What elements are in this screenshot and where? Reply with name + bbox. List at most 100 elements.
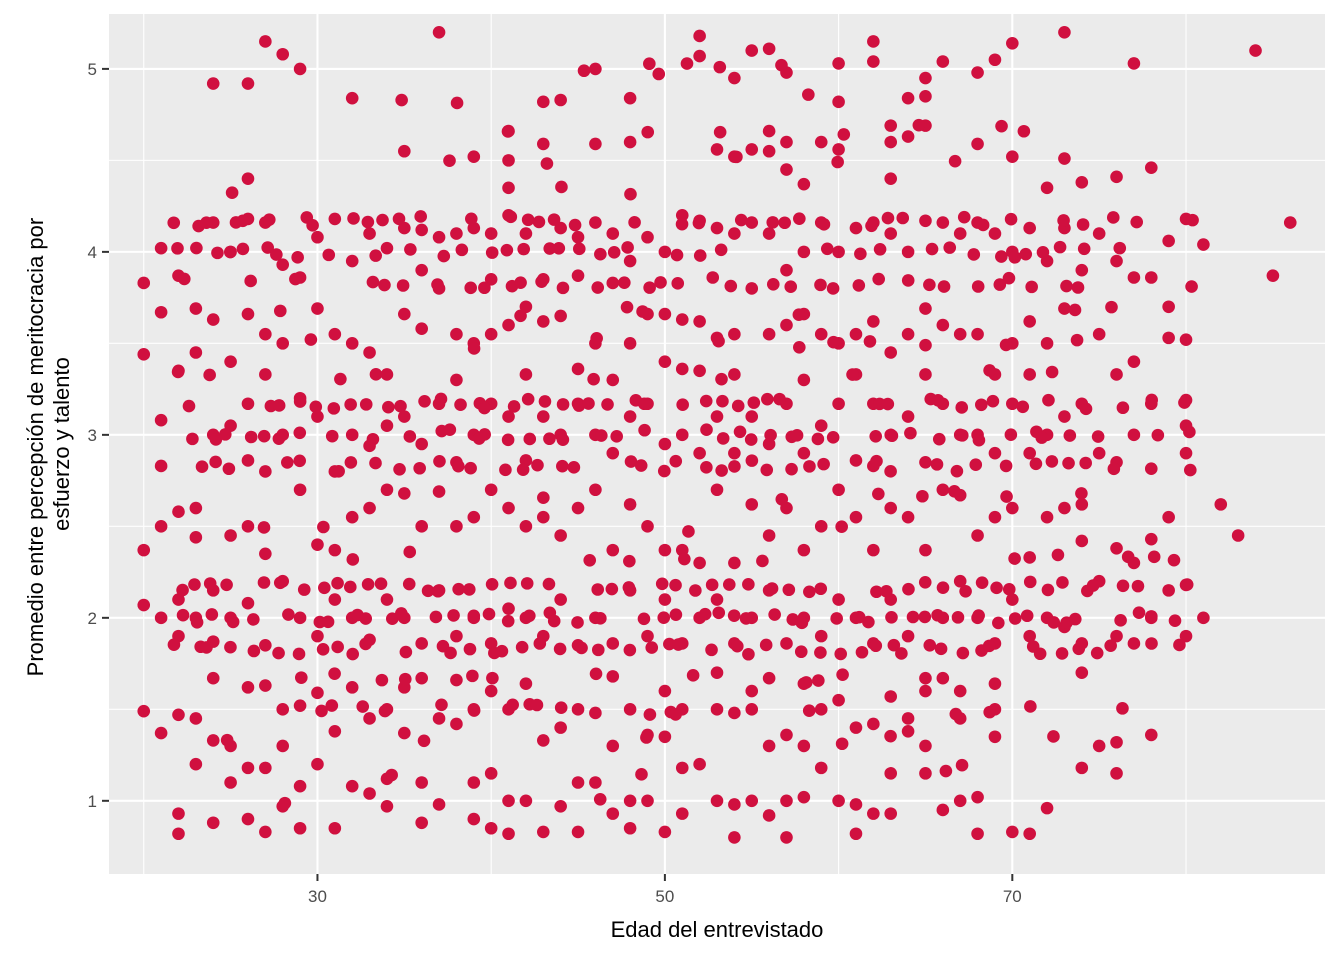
data-point (623, 410, 637, 423)
data-point (1179, 446, 1193, 460)
data-point (304, 333, 318, 346)
data-point (1180, 578, 1194, 591)
data-point (606, 446, 620, 460)
data-point (1063, 429, 1077, 442)
data-point (259, 547, 272, 561)
data-point (710, 666, 724, 680)
data-point (870, 585, 883, 599)
data-point (467, 609, 481, 623)
data-point (934, 642, 948, 656)
data-point (369, 249, 382, 262)
data-point (547, 614, 561, 628)
x-axis-title: Edad del entrevistado (611, 917, 824, 942)
data-point (259, 35, 272, 48)
data-point (589, 706, 602, 720)
data-point (257, 429, 271, 443)
data-point (1004, 428, 1018, 441)
data-point (1144, 271, 1158, 284)
data-point (831, 155, 844, 169)
data-point (896, 211, 910, 225)
data-point (657, 611, 671, 625)
data-point (515, 640, 529, 654)
data-point (520, 577, 534, 590)
data-point (189, 302, 203, 315)
data-point (504, 576, 517, 590)
data-point (1079, 456, 1092, 470)
data-point (901, 245, 915, 259)
data-point (620, 300, 634, 314)
data-point (543, 242, 557, 255)
data-point (663, 637, 676, 651)
data-point (394, 399, 407, 413)
data-point (380, 419, 394, 433)
data-point (462, 583, 476, 596)
data-point (643, 57, 656, 71)
data-point (537, 491, 550, 505)
data-point (739, 612, 753, 625)
data-point (1006, 825, 1019, 839)
data-point (641, 629, 654, 643)
data-point (571, 703, 585, 716)
data-point (832, 593, 845, 606)
data-point (1075, 487, 1088, 500)
data-point (1068, 303, 1082, 317)
data-point (589, 137, 602, 151)
data-point (712, 334, 725, 348)
data-point (884, 690, 898, 703)
data-point (224, 529, 237, 542)
data-point (1023, 551, 1036, 564)
data-point (435, 698, 448, 712)
data-point (376, 213, 389, 227)
data-point (1179, 333, 1193, 347)
data-point (137, 704, 151, 718)
data-point (1162, 300, 1175, 314)
data-point (936, 318, 950, 332)
data-point (1145, 393, 1159, 407)
data-point (881, 211, 895, 225)
data-point (154, 241, 168, 255)
data-point (995, 250, 1008, 263)
data-point (392, 212, 406, 226)
data-point (887, 638, 901, 652)
data-point (1151, 428, 1165, 442)
data-point (716, 394, 729, 408)
data-point (189, 757, 203, 771)
data-point (918, 576, 932, 589)
data-point (939, 764, 953, 778)
data-point (413, 461, 426, 475)
data-point (849, 827, 863, 841)
data-point (226, 615, 240, 629)
data-point (167, 216, 181, 230)
data-point (1106, 211, 1120, 224)
data-point (817, 218, 831, 231)
data-point (713, 125, 727, 139)
data-point (986, 394, 1000, 408)
data-point (761, 392, 774, 406)
data-point (849, 454, 863, 467)
data-point (693, 49, 706, 63)
data-point (415, 322, 428, 336)
data-point (1058, 25, 1071, 39)
data-point (953, 574, 967, 588)
data-point (521, 392, 535, 406)
data-point (519, 368, 533, 381)
data-point (728, 71, 741, 85)
data-point (671, 277, 685, 290)
data-point (311, 302, 324, 315)
data-point (346, 553, 360, 566)
data-point (693, 757, 706, 771)
data-point (502, 181, 515, 195)
data-point (206, 671, 220, 685)
y-tick-label: 1 (88, 792, 97, 811)
data-point (870, 454, 883, 468)
data-point (261, 241, 274, 254)
data-point (1092, 327, 1106, 341)
data-point (345, 91, 359, 105)
data-point (398, 144, 411, 158)
data-point (1162, 584, 1175, 597)
data-point (571, 825, 585, 839)
data-point (607, 245, 621, 259)
data-point (901, 410, 915, 423)
data-point (712, 606, 726, 620)
data-point (554, 701, 568, 715)
